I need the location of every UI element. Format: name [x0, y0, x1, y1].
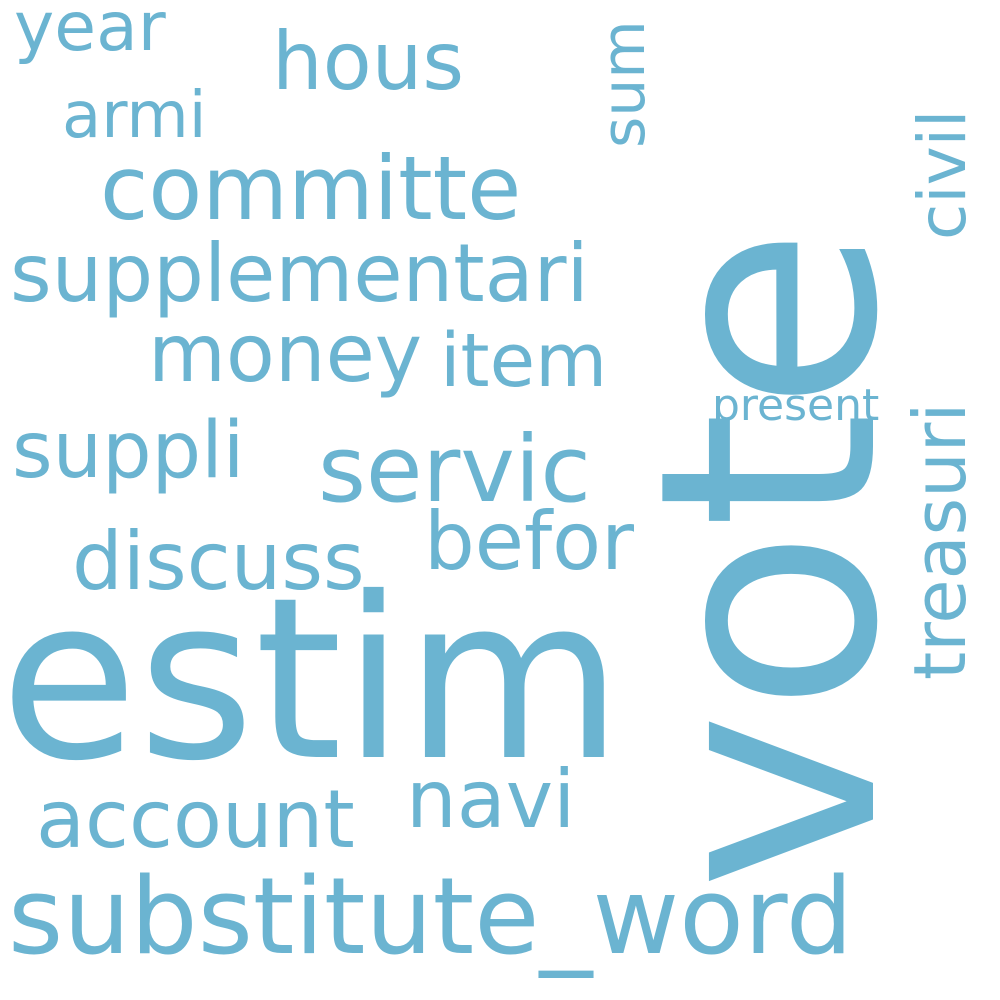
word-sum: sum — [589, 20, 659, 148]
word-item: item — [440, 318, 608, 404]
word-committe: committe — [100, 137, 522, 240]
word-year: year — [14, 0, 166, 67]
word-hous: hous — [272, 15, 465, 108]
word-vote: vote — [595, 226, 944, 890]
word-armi: armi — [62, 79, 207, 153]
word-money: money — [148, 307, 423, 400]
word-supplementari: supplementari — [10, 227, 589, 320]
word-present: present — [712, 380, 880, 431]
word-account: account — [36, 773, 355, 866]
word-servic: servic — [318, 416, 591, 523]
word-suppli: suppli — [12, 406, 245, 496]
word-befor: befor — [424, 495, 634, 588]
word-navi: navi — [406, 753, 576, 846]
word-substitute_word: substitute_word — [8, 855, 853, 978]
word-estim: estim — [0, 549, 623, 810]
word-discuss: discuss — [72, 515, 365, 608]
word-civil: civil — [904, 109, 981, 240]
